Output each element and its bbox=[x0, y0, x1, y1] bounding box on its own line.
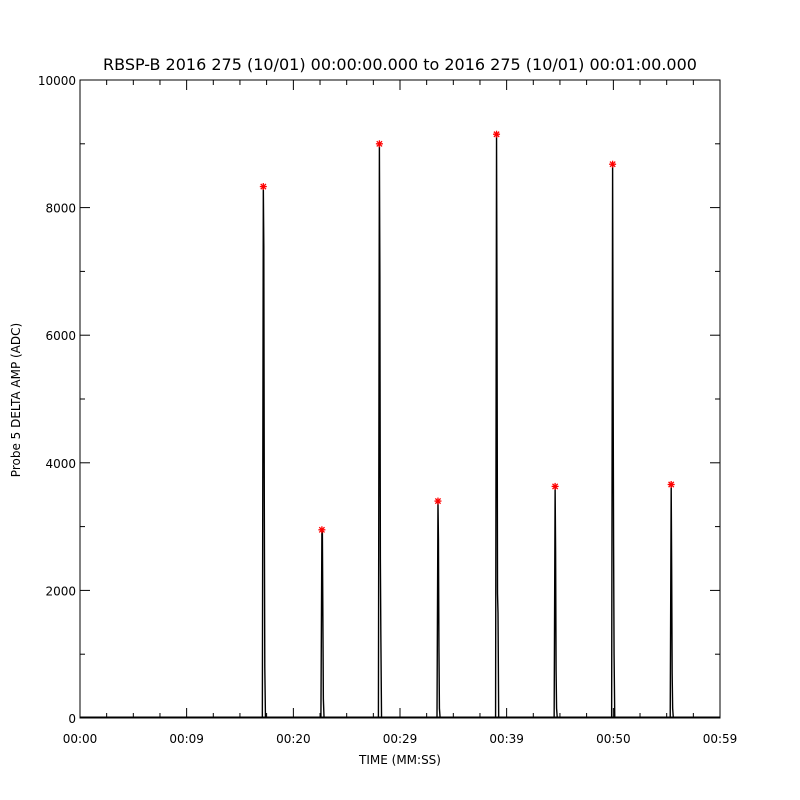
pulse-trace bbox=[436, 501, 441, 719]
peak-marker bbox=[493, 130, 501, 138]
x-tick-label: 00:29 bbox=[383, 732, 418, 746]
pulse-trace bbox=[494, 134, 500, 719]
peak-marker-stroke bbox=[376, 140, 383, 147]
y-tick-label: 6000 bbox=[45, 329, 76, 343]
y-tick-label: 2000 bbox=[45, 584, 76, 598]
y-axis-label: Probe 5 DELTA AMP (ADC) bbox=[9, 323, 23, 477]
peak-marker-stroke bbox=[434, 497, 442, 505]
chart-title: RBSP-B 2016 275 (10/01) 00:00:00.000 to … bbox=[103, 55, 697, 74]
x-tick-label: 00:59 bbox=[703, 732, 738, 746]
x-tick-label: 00:20 bbox=[276, 732, 311, 746]
x-tick-label: 00:50 bbox=[596, 732, 631, 746]
peak-marker-stroke bbox=[260, 183, 267, 190]
pulse-trace bbox=[377, 143, 383, 719]
pulse-trace bbox=[320, 529, 325, 719]
y-tick-label: 4000 bbox=[45, 457, 76, 471]
y-axis-ticks: 0 2000 4000 6000 8000 10000 bbox=[38, 74, 720, 726]
peak-marker bbox=[259, 183, 267, 191]
peak-marker bbox=[318, 526, 326, 534]
peak-marker bbox=[609, 160, 617, 168]
peak-marker-stroke bbox=[668, 481, 675, 488]
y-tick-label: 0 bbox=[68, 712, 76, 726]
x-tick-label: 00:39 bbox=[489, 732, 524, 746]
plot-data bbox=[80, 130, 720, 719]
peak-marker-stroke bbox=[552, 483, 559, 490]
x-tick-label: 00:00 bbox=[63, 732, 98, 746]
x-tick-label: 00:09 bbox=[169, 732, 204, 746]
peak-marker bbox=[667, 480, 675, 488]
x-axis-label: TIME (MM:SS) bbox=[358, 753, 441, 767]
pulse-trace bbox=[610, 164, 616, 719]
pulse-trace bbox=[261, 186, 267, 719]
y-tick-label: 10000 bbox=[38, 74, 76, 88]
peak-marker-stroke bbox=[318, 526, 325, 533]
pulse-trace bbox=[553, 486, 558, 719]
plot-frame bbox=[79, 79, 721, 719]
peak-marker bbox=[551, 482, 559, 490]
peak-marker bbox=[375, 140, 383, 148]
pulse-trace bbox=[669, 484, 675, 719]
y-tick-label: 8000 bbox=[45, 202, 76, 216]
x-axis-ticks: 00:00 00:09 00:20 00:29 00:39 00:50 00:59 bbox=[63, 80, 738, 746]
peak-marker-stroke bbox=[493, 131, 500, 138]
peak-marker bbox=[434, 497, 442, 505]
peak-marker-stroke bbox=[609, 161, 616, 168]
